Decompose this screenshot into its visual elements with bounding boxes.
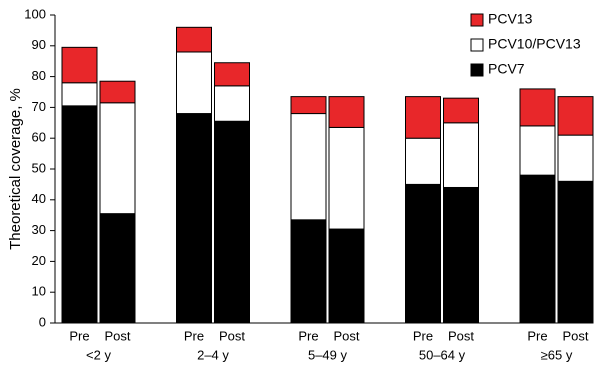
bar-segment [443,97,479,124]
x-tick-label: Post [562,328,588,343]
bar-segment [176,113,212,324]
bar-segment [214,62,250,87]
bar-segment [99,102,136,215]
group-label: <2 y [86,347,111,362]
group-label: 50–64 y [419,347,466,362]
bar-segment [557,134,594,182]
bar-segment [519,174,556,324]
x-tick-label: Post [104,328,130,343]
y-tick-label: 10 [32,284,46,299]
bar-segment [405,137,441,185]
y-tick-label: 90 [32,37,46,52]
bar-segment [443,122,479,188]
bar-segment [61,82,98,107]
y-tick-label: 30 [32,222,46,237]
y-tick-label: 40 [32,191,46,206]
bar-segment [328,96,365,128]
bar-segment [214,85,250,122]
bar-segment [443,186,479,324]
y-tick-label: 70 [32,99,46,114]
x-tick-label: Pre [69,328,89,343]
legend-label: PCV7 [488,61,525,77]
y-tick-label: 20 [32,253,46,268]
x-tick-label: Pre [298,328,318,343]
y-axis-label: Theoretical coverage, % [7,88,24,250]
group-label: 5–49 y [308,347,348,362]
bar-segment [328,228,365,324]
y-tick-label: 60 [32,130,46,145]
y-tick-label: 100 [24,6,46,21]
bar-segment [405,96,441,139]
x-tick-label: Post [333,328,359,343]
bar-segment [557,96,594,136]
x-tick-label: Pre [413,328,433,343]
legend-swatch [470,13,484,27]
bar-segment [99,80,136,104]
y-tick-label: 0 [39,314,46,329]
bar-segment [176,51,212,115]
group-label: 2–4 y [197,347,229,362]
group-label: ≥65 y [541,347,573,362]
bar-segment [61,105,98,324]
x-tick-label: Post [219,328,245,343]
legend-label: PCV13 [488,11,533,27]
bar-segment [405,183,441,324]
bar-segment [519,125,556,176]
bar-segment [214,120,250,324]
bar-segment [290,96,327,115]
bar-segment [519,88,556,127]
x-tick-label: Pre [184,328,204,343]
bar-segment [557,180,594,324]
legend-label: PCV10/PCV13 [488,36,581,52]
y-tick-label: 80 [32,68,46,83]
bar-segment [290,219,327,324]
y-tick-label: 50 [32,160,46,175]
x-tick-label: Pre [527,328,547,343]
legend-swatch [470,63,484,77]
bar-segment [99,213,136,324]
bar-segment [61,46,98,84]
bar-segment [328,126,365,230]
bar-segment [176,26,212,53]
x-tick-label: Post [448,328,474,343]
legend-swatch [470,38,484,52]
bar-segment [290,113,327,221]
